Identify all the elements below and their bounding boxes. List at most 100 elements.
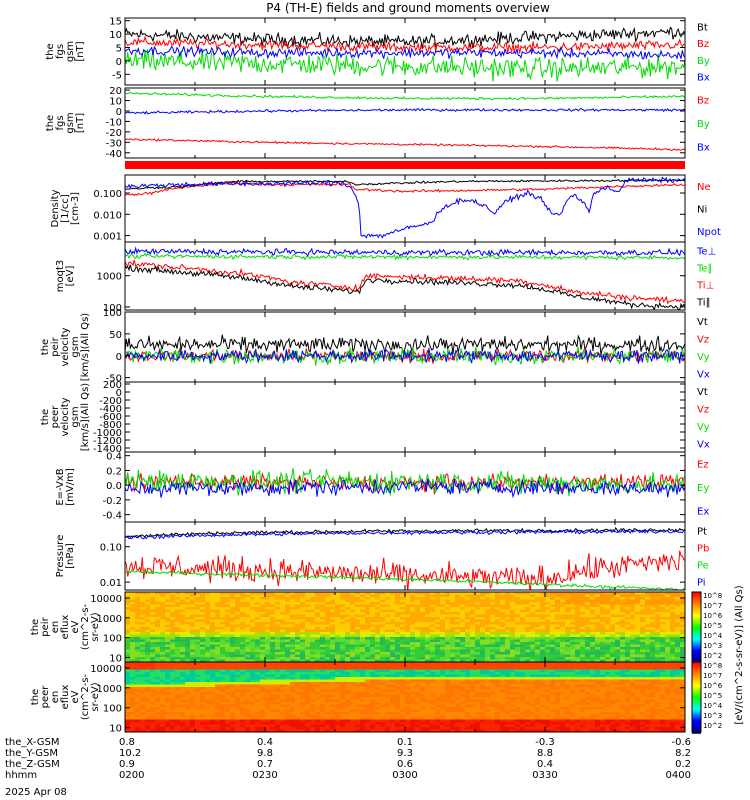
colorbar-tick: 10^6: [703, 612, 723, 620]
legend-red: Pb: [697, 544, 709, 555]
legend-green: Pe: [697, 561, 709, 572]
orbit-value-x: -0.6: [671, 737, 691, 748]
y-tick-label: 0: [116, 352, 122, 363]
legend-red: Bz: [697, 39, 709, 50]
colorbar-tick: 10^3: [703, 712, 722, 720]
y-tick-label: -800: [99, 420, 122, 431]
y-axis-label: [eV]: [65, 266, 76, 287]
colorbar-tick: 10^8: [703, 592, 722, 600]
orbit-value-z: 0.6: [397, 759, 413, 770]
y-tick-label: -0.4: [102, 511, 122, 522]
y-tick-label: 1000: [97, 272, 122, 283]
series-velocity-3: [125, 347, 685, 364]
legend-red: Ti⊥: [696, 281, 714, 292]
y-tick-label: 50: [109, 330, 122, 341]
series-efield-2: [125, 478, 685, 499]
y-tick-label: 0.0: [106, 481, 122, 492]
time-axis-labels: the_X-GSMthe_Y-GSMthe_Z-GSMhhmm0.810.20.…: [5, 737, 691, 781]
y-axis-label: the: [40, 409, 51, 425]
legend-red: Ne: [697, 182, 711, 193]
orbit-row-label: the_Z-GSM: [5, 759, 60, 770]
y-axis-label: [km/s](All Qs): [80, 313, 91, 381]
y-tick-label: 0.001: [93, 232, 122, 243]
orbit-value-z: 0.9: [119, 759, 135, 770]
y-axis-label: peer: [40, 685, 51, 709]
series-fgs2-2: [125, 107, 685, 115]
y-axis-label: peer: [50, 405, 61, 429]
y-tick-label: 0: [116, 388, 122, 399]
legend-blue: Pi: [697, 578, 706, 589]
legend-black: Bt: [697, 22, 708, 33]
y-axis-label: eV: [70, 620, 81, 633]
orbit-row-label: the_X-GSM: [5, 737, 59, 748]
series-efield-1: [125, 468, 685, 497]
colorbar-tick: 10^5: [703, 622, 722, 630]
y-tick-label: 100: [103, 634, 122, 645]
legend-red: Bz: [697, 96, 709, 107]
orbit-value-y: 9.8: [257, 748, 273, 759]
series-fgs-2: [125, 48, 685, 82]
colorbar-tick: 10^5: [703, 692, 722, 700]
y-axis-label: fgs: [55, 44, 66, 59]
y-tick-label: -1200: [93, 436, 122, 447]
orbit-value-time: 0330: [532, 770, 557, 781]
orbit-row-label: hhmm: [5, 770, 37, 781]
y-axis-label: peir: [40, 616, 51, 636]
orbit-value-time: 0400: [666, 770, 691, 781]
y-axis-label: fgs: [55, 115, 66, 130]
y-tick-label: -600: [99, 412, 122, 423]
colorbar-electron: 10^8 10^7 10^6 10^5 10^4 10^3 10^2: [691, 661, 723, 734]
legend-black: Ti∥: [696, 298, 711, 309]
panel-peer: 10000 1000 100 10 the peer en eflux eV (cm^2-s-sr…: [30, 661, 686, 735]
y-tick-label: 200: [103, 380, 122, 391]
y-axis-label: (cm^2-s-: [80, 603, 91, 650]
series-fgs-3: [125, 45, 685, 60]
separator-bar: [125, 161, 685, 169]
y-tick-label: 0.2: [106, 466, 122, 477]
panel-fgs: 15 10 5 0 -5 the fgs gsm [nT] Bt Bz By Bx: [45, 17, 710, 86]
y-tick-label: 0.100: [93, 189, 122, 200]
colorbar-ion: 10^8 10^7 10^6 10^5 10^4 10^3 10^2: [691, 591, 723, 664]
y-axis-label: Pressure: [55, 535, 66, 578]
series-temp-2: [125, 259, 685, 305]
y-tick-label: 20: [109, 86, 122, 97]
y-tick-label: 5: [116, 43, 122, 54]
plot-title: P4 (TH-E) fields and ground moments over…: [266, 1, 550, 15]
orbit-value-time: 0230: [252, 770, 277, 781]
y-tick-label: 10: [109, 654, 122, 665]
y-axis-label: [nT]: [75, 41, 86, 61]
panel-velocity: 100 50 0 -50 the peir velocity gsm [km/s](All Qs…: [40, 308, 710, 385]
series-temp-3: [125, 264, 685, 310]
panel-peir: 10000 1000 100 10 the peir en eflux eV (cm^2-s-sr…: [30, 591, 686, 665]
y-axis-label: [nT]: [75, 113, 86, 133]
spectrogram-peir: [125, 592, 685, 662]
y-tick-label: -400: [99, 404, 122, 415]
colorbar-tick: 10^7: [703, 672, 722, 680]
y-tick-label: 0: [116, 107, 122, 118]
y-tick-label: 0.10: [100, 543, 122, 554]
orbit-value-y: 8.2: [675, 748, 691, 759]
y-axis-label: gsm: [70, 406, 81, 427]
colorbar-tick: 10^4: [703, 702, 723, 710]
y-tick-label: -20: [106, 128, 122, 139]
y-axis-label: E=-VxB: [55, 468, 66, 505]
y-axis-label: velocity: [60, 397, 71, 436]
series-density-2: [125, 176, 685, 239]
orbit-value-y: 10.2: [119, 748, 141, 759]
y-tick-label: 10: [109, 97, 122, 108]
y-tick-label: 100: [103, 308, 122, 319]
legend-blue: Te⊥: [696, 247, 716, 258]
panel-temp: 1000 100 moqt3 [eV] Te⊥ Te∥ Ti⊥ Ti∥: [55, 241, 716, 314]
legend-green: Vy: [697, 352, 710, 363]
y-tick-label: -5: [112, 70, 122, 81]
series-temp-1: [125, 252, 685, 261]
y-tick-label: 10000: [90, 594, 122, 605]
legend-green: Te∥: [696, 264, 713, 275]
legend-green: By: [697, 119, 710, 130]
orbit-value-x: -0.3: [535, 737, 555, 748]
series-pressure-1: [125, 550, 685, 590]
colorbars: 10^8 10^7 10^6 10^5 10^4 10^3 10^2 10^8 10^7 10^6…: [691, 591, 723, 734]
